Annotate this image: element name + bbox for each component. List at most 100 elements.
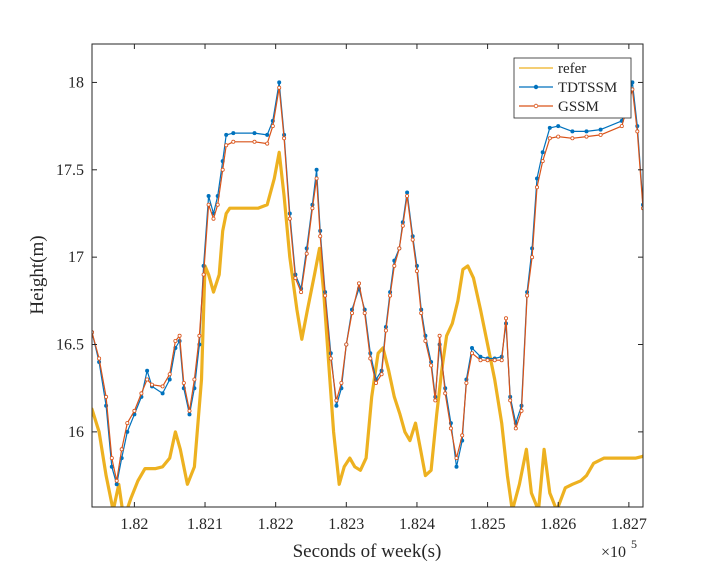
x-tick-label: 1.826 xyxy=(540,516,576,533)
data-point xyxy=(197,333,202,338)
data-point xyxy=(362,311,367,316)
data-point xyxy=(454,456,459,461)
data-point xyxy=(310,206,315,211)
plot-area-frame xyxy=(91,43,644,508)
data-point xyxy=(433,398,438,403)
data-point xyxy=(423,338,428,343)
data-point xyxy=(485,358,490,363)
data-point xyxy=(293,276,298,281)
data-point xyxy=(314,167,319,172)
data-point xyxy=(125,421,130,426)
data-point xyxy=(187,412,192,417)
data-point xyxy=(619,124,624,129)
data-point xyxy=(104,394,109,399)
data-point xyxy=(448,426,453,431)
series-line-refer xyxy=(92,150,643,507)
data-point xyxy=(132,408,137,413)
data-point xyxy=(356,281,361,286)
x-tick-label: 1.822 xyxy=(258,516,294,533)
data-point xyxy=(400,223,405,228)
data-point xyxy=(323,293,328,298)
legend-label: TDTSSM xyxy=(558,80,617,96)
data-point xyxy=(419,311,424,316)
y-axis-title: Height(m) xyxy=(27,235,48,314)
data-point xyxy=(373,380,378,385)
legend-entry-tdtssm[interactable]: TDTSSM xyxy=(519,80,617,96)
data-point xyxy=(201,272,206,277)
data-point xyxy=(492,358,497,363)
x-tick-label: 1.82 xyxy=(120,516,148,533)
data-point xyxy=(282,136,287,141)
x-axis-exponent-base: ×10 xyxy=(601,544,626,561)
data-point xyxy=(437,333,442,338)
legend[interactable]: refer TDTSSM GSSM xyxy=(513,57,632,119)
legend-label: GSSM xyxy=(558,99,599,115)
data-point xyxy=(215,202,220,207)
data-point xyxy=(503,316,508,321)
data-point xyxy=(181,380,186,385)
data-point xyxy=(530,255,535,260)
data-point xyxy=(160,391,165,396)
data-point xyxy=(469,351,474,356)
series-refer xyxy=(92,150,643,507)
legend-entry-refer[interactable]: refer xyxy=(519,61,586,77)
data-point xyxy=(277,80,282,85)
data-point xyxy=(145,377,150,382)
data-point xyxy=(570,129,575,134)
y-tick-label: 16 xyxy=(68,424,84,441)
data-point xyxy=(160,384,165,389)
data-point xyxy=(187,408,192,413)
data-point xyxy=(410,237,415,242)
data-point xyxy=(508,398,513,403)
x-tick-label: 1.821 xyxy=(187,516,223,533)
data-point xyxy=(405,190,410,195)
data-point xyxy=(584,134,589,139)
data-point xyxy=(224,132,229,137)
legend-entry-gssm[interactable]: GSSM xyxy=(519,99,599,115)
x-tick-label: 1.825 xyxy=(470,516,506,533)
data-point xyxy=(540,159,545,164)
data-point xyxy=(464,380,469,385)
data-point xyxy=(220,167,225,172)
data-point xyxy=(379,372,384,377)
x-axis-exponent-power: 5 xyxy=(631,537,637,551)
data-point xyxy=(97,356,102,361)
legend-swatch-marker xyxy=(533,103,539,109)
x-axis: 1.82 1.821 1.822 1.823 1.824 1.825 1.826 1.827 xyxy=(120,44,647,533)
data-point xyxy=(454,464,459,469)
data-point xyxy=(211,216,216,221)
y-axis: 16 16.5 17 17.5 18 xyxy=(56,74,643,441)
data-point xyxy=(368,356,373,361)
data-point xyxy=(383,328,388,333)
data-point xyxy=(109,456,114,461)
data-point xyxy=(339,380,344,385)
x-tick-label: 1.823 xyxy=(328,516,364,533)
data-point xyxy=(252,131,257,136)
y-tick-label: 18 xyxy=(68,74,84,91)
data-point xyxy=(328,356,333,361)
data-point xyxy=(334,403,339,408)
data-point xyxy=(334,398,339,403)
data-point xyxy=(443,391,448,396)
data-point xyxy=(525,293,530,298)
data-point xyxy=(177,333,182,338)
data-point xyxy=(478,358,483,363)
data-point xyxy=(265,141,270,146)
data-point xyxy=(556,134,561,139)
data-point xyxy=(206,202,211,207)
data-point xyxy=(349,311,354,316)
data-point xyxy=(299,290,304,295)
data-point xyxy=(397,246,402,251)
data-point xyxy=(635,129,640,134)
data-point xyxy=(429,363,434,368)
data-point xyxy=(535,185,540,190)
data-point xyxy=(414,269,419,274)
data-point xyxy=(287,216,292,221)
data-point xyxy=(149,382,154,387)
data-point xyxy=(556,124,561,129)
data-point xyxy=(547,125,552,130)
x-axis-exponent: ×10 5 xyxy=(601,537,637,561)
data-point xyxy=(540,150,545,155)
x-tick-label: 1.824 xyxy=(399,516,435,533)
